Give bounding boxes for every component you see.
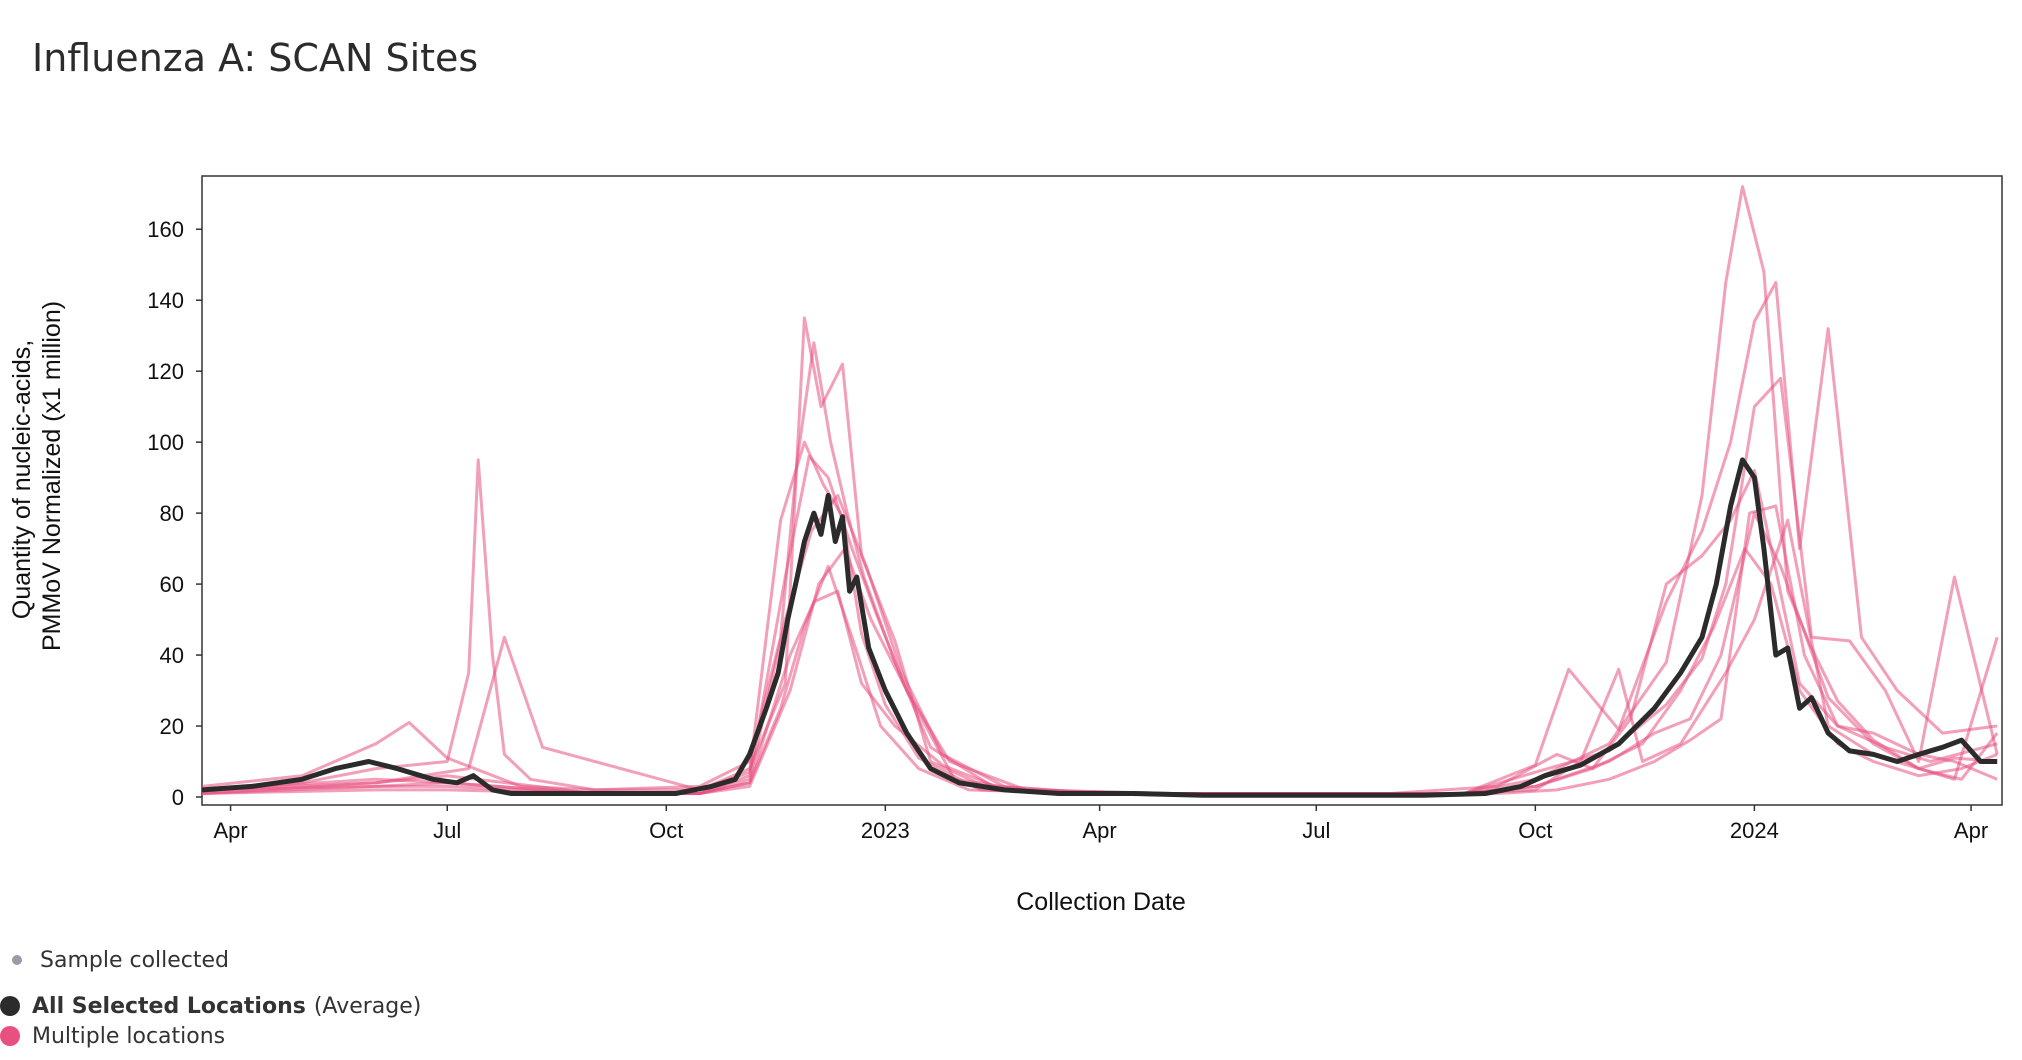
- legend: Sample collected All Selected Locations …: [0, 945, 421, 1051]
- sample-dot-icon: [12, 955, 22, 965]
- location-series-line-2[interactable]: [202, 281, 1998, 795]
- x-tick-label: Oct: [1518, 818, 1552, 843]
- average-series-line[interactable]: [202, 457, 1998, 798]
- y-axis-label-line1: Quantity of nucleic-acids,: [8, 340, 36, 619]
- y-tick-label: 60: [160, 572, 184, 597]
- y-axis-label-line2: PMMoV Normalized (x1 million): [38, 301, 66, 651]
- x-tick-label: Jul: [433, 818, 461, 843]
- legend-average-suffix: (Average): [313, 993, 422, 1019]
- legend-sample-label: Sample collected: [40, 947, 230, 973]
- x-tick-label: 2023: [861, 818, 910, 843]
- y-tick-label: 0: [172, 785, 184, 810]
- y-tick-label: 160: [147, 217, 184, 242]
- plot-area: [201, 175, 2003, 806]
- legend-item-sample: Sample collected: [0, 945, 421, 975]
- location-series-line-4[interactable]: [202, 511, 1999, 795]
- locations-dot-icon: [0, 1026, 20, 1046]
- y-tick-label: 140: [147, 288, 184, 313]
- average-dot-icon: [0, 996, 20, 1016]
- x-tick-label: Apr: [1954, 818, 1988, 843]
- page-title: Influenza A: SCAN Sites: [32, 36, 479, 80]
- y-tick-label: 100: [147, 430, 184, 455]
- x-tick-label: Apr: [213, 818, 247, 843]
- legend-average-label: All Selected Locations: [32, 993, 306, 1019]
- legend-locations-label: Multiple locations: [32, 1023, 226, 1049]
- y-tick-label: 80: [160, 501, 184, 526]
- x-tick-label: Apr: [1082, 818, 1116, 843]
- x-axis-label: Collection Date: [1016, 888, 1186, 916]
- plot-frame: [201, 175, 2003, 806]
- x-tick-label: Oct: [649, 818, 683, 843]
- y-tick-label: 40: [160, 643, 184, 668]
- legend-item-average[interactable]: All Selected Locations (Average): [0, 991, 421, 1021]
- legend-item-locations[interactable]: Multiple locations: [0, 1021, 421, 1051]
- y-tick-label: 120: [147, 359, 184, 384]
- y-axis-label: Quantity of nucleic-acids, PMMoV Normali…: [8, 301, 66, 651]
- x-axis: Apr Jul Oct 2023 Apr Jul Oct 2024 Apr: [213, 805, 1988, 843]
- x-tick-label: 2024: [1730, 818, 1779, 843]
- chart: Apr Jul Oct 2023 Apr Jul Oct 2024 Apr 0 20 40 60 80 1…: [8, 175, 2003, 916]
- location-series-line-1[interactable]: [202, 185, 1998, 795]
- x-tick-label: Jul: [1302, 818, 1330, 843]
- location-series-line-7[interactable]: [202, 504, 1998, 795]
- y-axis: 0 20 40 60 80 100 120 140 160: [147, 217, 202, 810]
- y-tick-label: 20: [160, 714, 184, 739]
